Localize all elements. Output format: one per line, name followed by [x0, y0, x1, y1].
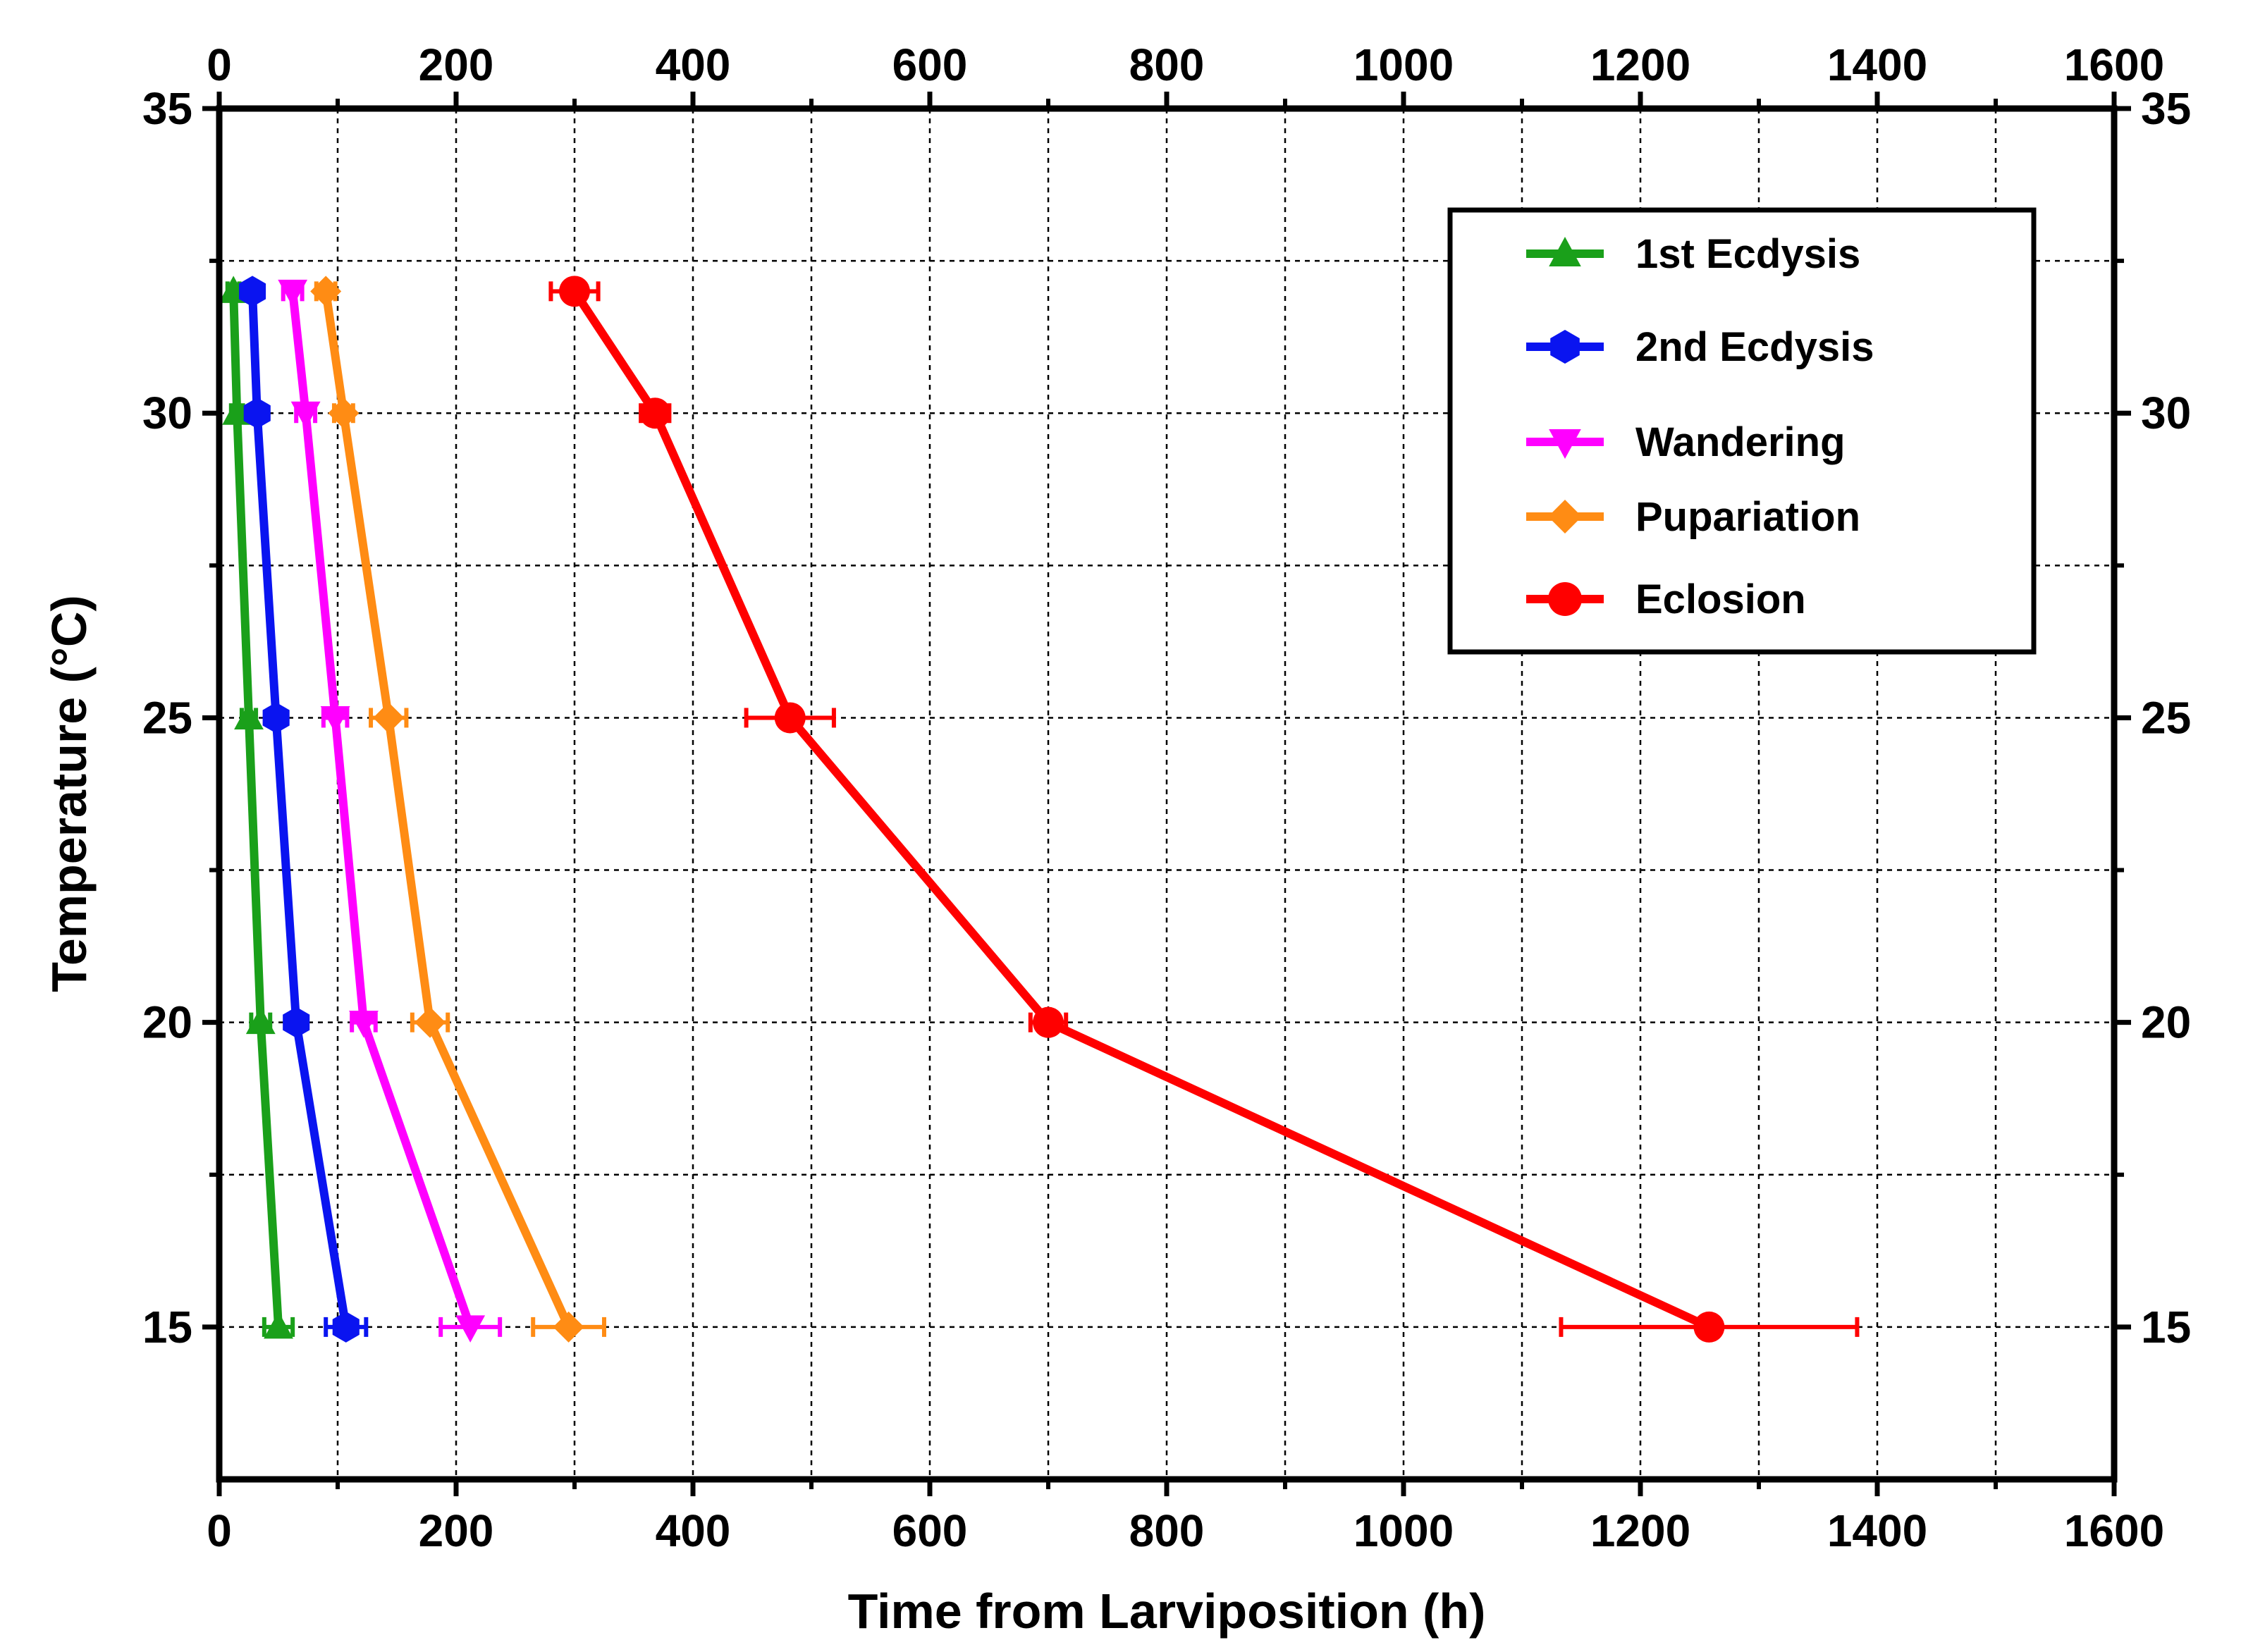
data-point-eclosion: [1033, 1006, 1064, 1038]
legend: 1st Ecdysis 2nd Ecdysis Wandering Pupariati…: [1447, 207, 2037, 655]
series-line-pupariation: [321, 287, 573, 1331]
legend-item-wandering: Wandering: [1526, 419, 1846, 465]
legend-label-wandering: Wandering: [1635, 419, 1846, 465]
data-point-2nd-ecdysis: [283, 1006, 310, 1038]
y-tick-label-right: 25: [2141, 692, 2191, 743]
data-point-eclosion: [559, 276, 590, 307]
y-tick-label-left: 15: [142, 1302, 192, 1352]
y-axis-title: Temperature (°C): [42, 595, 97, 992]
x-tick-label-top: 400: [656, 39, 731, 90]
x-tick-label-bottom: 1000: [1353, 1505, 1454, 1556]
legend-label-2nd-ecdysis: 2nd Ecdysis: [1635, 324, 1874, 370]
axis-ticks: 0 0 200 200 400 400 600 600 800 800 1000 1000 1200 12…: [142, 39, 2191, 1556]
y-tick-label-right: 15: [2141, 1302, 2191, 1352]
data-point-wandering: [349, 1011, 379, 1038]
legend-marker-2nd-ecdysis: [1550, 330, 1580, 364]
data-point-2nd-ecdysis: [243, 397, 271, 429]
x-tick-label-bottom: 800: [1129, 1505, 1205, 1556]
legend-item-pupariation: Pupariation: [1526, 494, 1860, 540]
y-tick-label-right: 20: [2141, 997, 2191, 1048]
series-wandering: [278, 279, 503, 1343]
x-tick-label-top: 200: [419, 39, 494, 90]
x-tick-label-bottom: 1400: [1827, 1505, 1927, 1556]
y-tick-label-left: 25: [142, 692, 192, 743]
legend-label-1st-ecdysis: 1st Ecdysis: [1635, 231, 1860, 277]
legend-item-2nd-ecdysis: 2nd Ecdysis: [1526, 324, 1874, 370]
y-tick-label-left: 35: [142, 83, 192, 134]
y-tick-label-right: 35: [2141, 83, 2191, 134]
legend-marker-1st-ecdysis: [1549, 237, 1581, 266]
y-tick-label-right: 30: [2141, 388, 2191, 438]
legend-label-pupariation: Pupariation: [1635, 494, 1860, 540]
x-tick-label-bottom: 0: [207, 1505, 232, 1556]
data-point-eclosion: [1693, 1311, 1725, 1343]
legend-marker-pupariation: [1548, 500, 1582, 534]
x-tick-label-top: 1200: [1590, 39, 1690, 90]
data-point-pupariation: [310, 276, 342, 307]
legend-box: [1447, 207, 2037, 655]
x-tick-label-top: 600: [892, 39, 968, 90]
data-point-eclosion: [639, 397, 671, 429]
data-point-pupariation: [328, 397, 360, 429]
data-point-wandering: [278, 279, 308, 307]
data-point-eclosion: [774, 702, 806, 734]
data-point-wandering: [455, 1315, 486, 1343]
x-tick-label-top: 1400: [1827, 39, 1927, 90]
x-tick-label-bottom: 400: [656, 1505, 731, 1556]
legend-item-1st-ecdysis: 1st Ecdysis: [1526, 231, 1860, 277]
data-point-wandering: [320, 705, 350, 734]
legend-label-eclosion: Eclosion: [1635, 577, 1806, 622]
legend-item-eclosion: Eclosion: [1526, 577, 1806, 622]
data-point-1st-ecdysis: [245, 1006, 276, 1035]
series-pupariation: [310, 276, 606, 1343]
x-tick-label-bottom: 600: [892, 1505, 968, 1556]
y-tick-label-left: 30: [142, 388, 192, 438]
data-point-2nd-ecdysis: [332, 1311, 360, 1343]
data-point-1st-ecdysis: [264, 1311, 293, 1339]
series-layer: [219, 276, 1860, 1343]
x-tick-label-bottom: 1200: [1590, 1505, 1690, 1556]
x-tick-label-top: 1000: [1353, 39, 1454, 90]
x-tick-label-bottom: 1600: [2064, 1505, 2164, 1556]
data-point-1st-ecdysis: [234, 702, 264, 729]
data-point-pupariation: [373, 702, 405, 734]
x-tick-label-top: 1600: [2064, 39, 2164, 90]
data-point-pupariation: [553, 1311, 584, 1343]
data-point-pupariation: [415, 1006, 446, 1038]
series-2nd-ecdysis: [238, 276, 369, 1343]
x-axis-title: Time from Larviposition (h): [848, 1584, 1486, 1639]
series-eclosion: [548, 276, 1860, 1343]
x-tick-label-top: 800: [1129, 39, 1205, 90]
data-point-2nd-ecdysis: [238, 276, 266, 307]
data-point-wandering: [290, 401, 321, 429]
x-tick-label-bottom: 200: [419, 1505, 494, 1556]
data-point-2nd-ecdysis: [262, 702, 290, 734]
y-tick-label-left: 20: [142, 997, 192, 1048]
x-tick-label-top: 0: [207, 39, 232, 90]
legend-marker-eclosion: [1548, 582, 1582, 616]
legend-marker-wandering: [1549, 429, 1581, 459]
